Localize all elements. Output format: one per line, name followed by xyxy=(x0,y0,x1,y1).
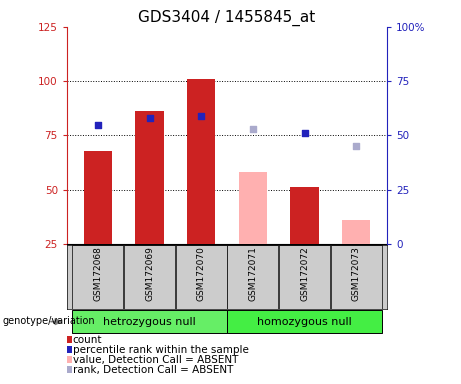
Text: GSM172070: GSM172070 xyxy=(197,247,206,301)
Text: count: count xyxy=(73,335,102,345)
Text: value, Detection Call = ABSENT: value, Detection Call = ABSENT xyxy=(73,355,238,365)
Bar xyxy=(136,111,164,244)
Point xyxy=(353,143,360,149)
Bar xyxy=(187,79,215,244)
Bar xyxy=(342,220,371,244)
Bar xyxy=(331,245,382,309)
Point xyxy=(197,113,205,119)
Point xyxy=(249,126,257,132)
Bar xyxy=(83,151,112,244)
Text: GSM172073: GSM172073 xyxy=(352,247,361,301)
Bar xyxy=(239,172,267,244)
Bar xyxy=(124,245,175,309)
Bar xyxy=(72,310,227,333)
Title: GDS3404 / 1455845_at: GDS3404 / 1455845_at xyxy=(138,9,316,25)
Text: GSM172072: GSM172072 xyxy=(300,247,309,301)
Text: GSM172069: GSM172069 xyxy=(145,247,154,301)
Text: hetrozygous null: hetrozygous null xyxy=(103,316,196,327)
Text: GSM172068: GSM172068 xyxy=(93,247,102,301)
Point xyxy=(146,115,153,121)
Bar xyxy=(290,187,319,244)
Text: homozygous null: homozygous null xyxy=(257,316,352,327)
Text: rank, Detection Call = ABSENT: rank, Detection Call = ABSENT xyxy=(73,365,233,375)
Bar xyxy=(227,310,382,333)
Text: genotype/variation: genotype/variation xyxy=(2,316,95,326)
Text: percentile rank within the sample: percentile rank within the sample xyxy=(73,345,248,355)
Bar xyxy=(72,245,124,309)
Point xyxy=(94,121,101,127)
Point xyxy=(301,130,308,136)
Bar xyxy=(279,245,330,309)
Bar xyxy=(227,245,278,309)
Bar xyxy=(176,245,227,309)
Text: GSM172071: GSM172071 xyxy=(248,247,257,301)
